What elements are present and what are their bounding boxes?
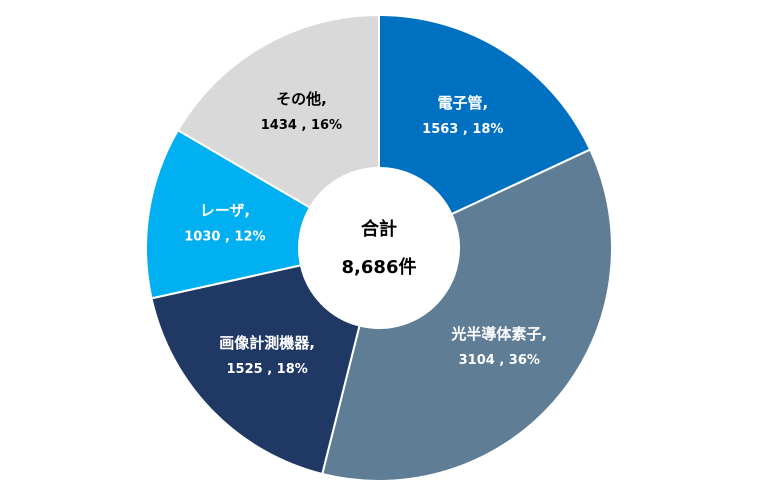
center-value: 8,686件	[342, 256, 417, 278]
slice-label: 光半導体素子,	[450, 325, 547, 343]
value-label: 1030 , 12%	[184, 229, 265, 244]
donut-slice	[145, 128, 312, 300]
value-label: 3104 , 36%	[459, 353, 540, 368]
slice-label: その他,	[276, 90, 327, 108]
donut-slice	[321, 148, 613, 482]
slice-label: レーザ,	[200, 201, 250, 219]
value-label: 1563 , 18%	[422, 122, 503, 137]
donut-slice	[378, 13, 592, 216]
slice-label: 画像計測機器,	[219, 334, 315, 352]
value-label: 1434 , 16%	[261, 118, 342, 133]
center-title: 合計	[361, 218, 397, 240]
slice-label: 電子管,	[437, 94, 488, 112]
donut-slice	[176, 13, 380, 209]
value-label: 1525 , 18%	[226, 362, 307, 377]
donut-slice	[150, 264, 361, 476]
